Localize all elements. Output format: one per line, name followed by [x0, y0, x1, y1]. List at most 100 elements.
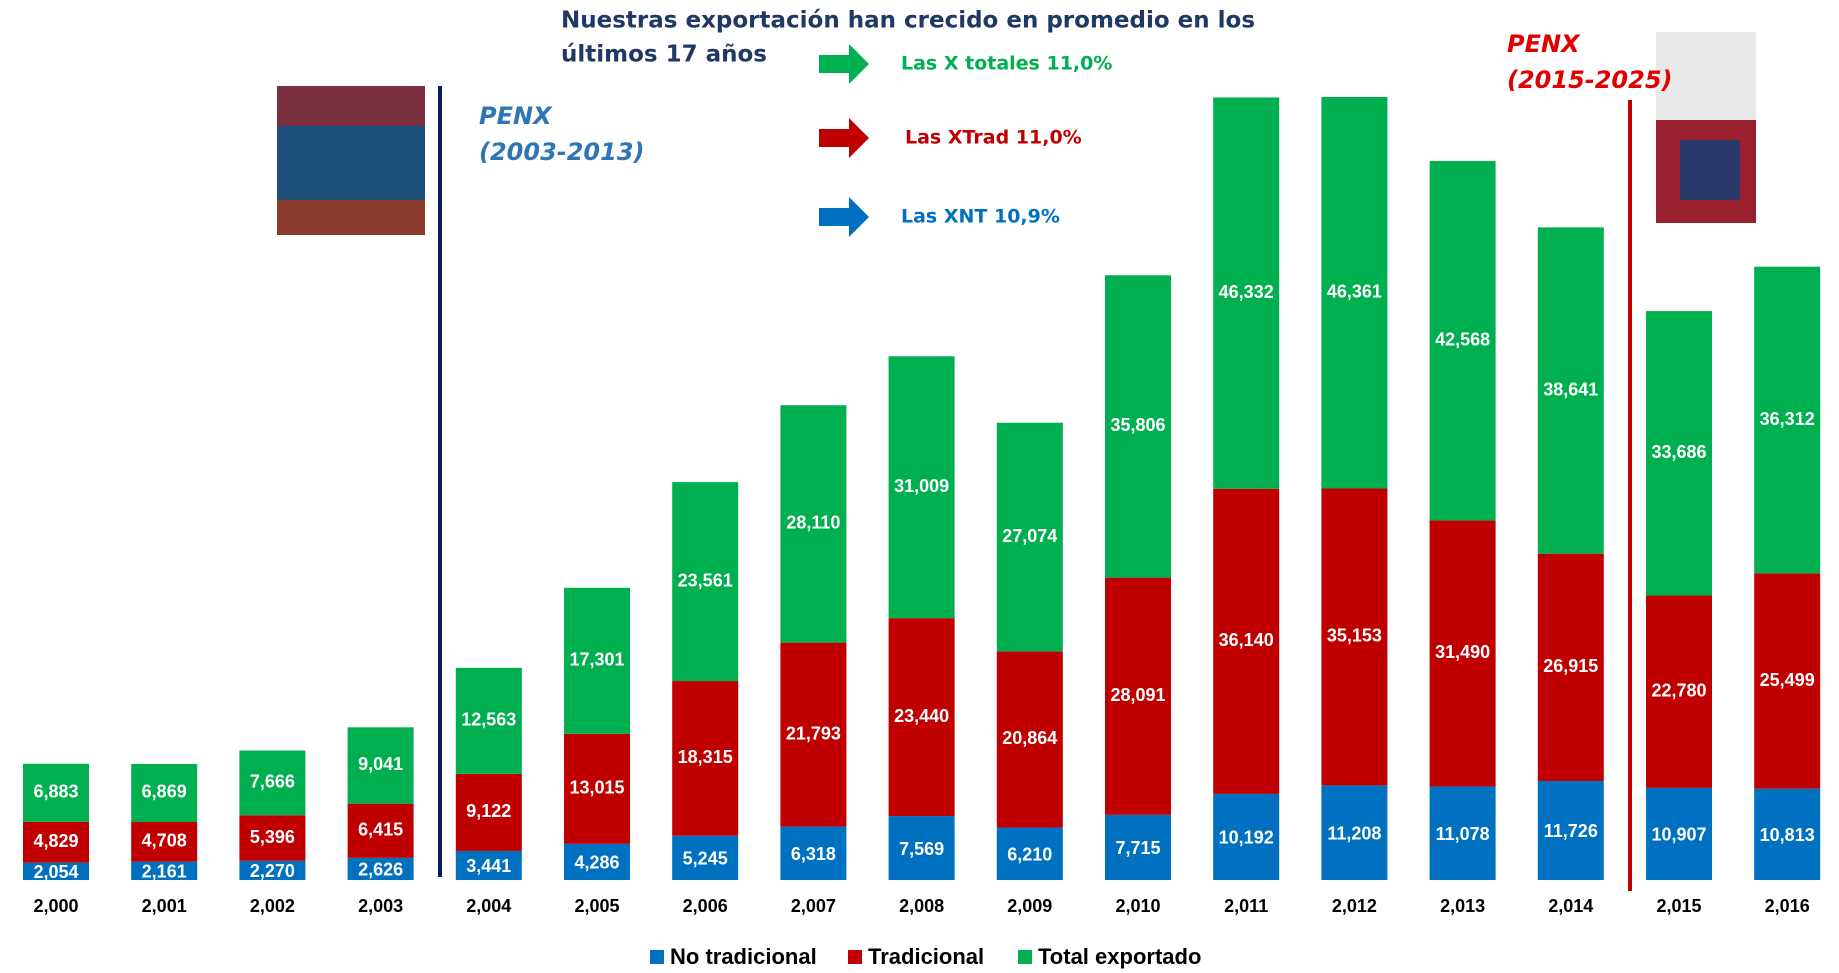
x-tick-label: 2,016: [1765, 896, 1810, 916]
period-label: PENX: [1507, 30, 1581, 58]
bar-segment: [780, 642, 847, 827]
value-label: 4,708: [142, 831, 187, 851]
bar-segment: [1321, 97, 1388, 489]
value-label: 23,440: [894, 706, 949, 726]
value-label: 46,332: [1219, 282, 1274, 302]
value-label: 7,569: [899, 839, 944, 859]
bar-segment: [996, 827, 1063, 880]
bar-segment: [1429, 520, 1496, 787]
value-label: 31,490: [1435, 642, 1490, 662]
value-label: 26,915: [1543, 656, 1598, 676]
bar-segment: [1105, 577, 1171, 815]
value-label: 4,829: [33, 831, 78, 851]
value-label: 38,641: [1543, 379, 1598, 399]
value-label: 6,210: [1007, 845, 1052, 865]
x-tick-label: 2,004: [466, 896, 511, 916]
value-label: 35,153: [1327, 626, 1382, 646]
bar-segment: [1537, 553, 1604, 781]
bar-segment: [347, 857, 414, 880]
x-tick-label: 2,005: [574, 896, 619, 916]
x-tick-label: 2,013: [1440, 896, 1485, 916]
x-tick-label: 2,012: [1332, 896, 1377, 916]
annotation: Las XTrad 11,0%: [905, 127, 1082, 149]
value-label: 28,091: [1110, 685, 1165, 705]
chart-title: últimos 17 años: [561, 42, 767, 68]
value-label: 2,626: [358, 860, 403, 880]
arrow: [819, 44, 869, 84]
bar-segment: [1754, 788, 1821, 880]
cover-image: [277, 86, 425, 235]
bar-segment: [1105, 814, 1171, 880]
bar-segment: [1213, 488, 1280, 794]
bar-segment: [239, 860, 306, 880]
x-tick-label: 2,011: [1224, 896, 1268, 916]
value-label: 31,009: [894, 476, 949, 496]
value-label: 18,315: [678, 747, 733, 767]
value-label: 22,780: [1651, 680, 1706, 700]
bar-segment: [1213, 793, 1280, 880]
bar-segment: [131, 861, 198, 880]
bar-segment: [672, 835, 739, 880]
bar-segment: [131, 821, 198, 862]
value-label: 5,245: [683, 849, 728, 869]
bar-segment: [1537, 227, 1604, 554]
legend-swatch: [650, 950, 664, 964]
bar-segment: [1213, 97, 1280, 489]
bar-segment: [888, 356, 955, 619]
bar-segment: [996, 422, 1063, 652]
bar-segment: [347, 727, 414, 804]
x-tick-label: 2,008: [899, 896, 944, 916]
value-label: 11,078: [1436, 824, 1490, 844]
bar-segment: [1754, 573, 1821, 789]
value-label: 6,883: [33, 782, 78, 802]
bar-segment: [1321, 785, 1388, 880]
bar-segment: [239, 750, 306, 816]
bar-segment: [780, 405, 847, 643]
value-label: 3,441: [466, 856, 511, 876]
legend-swatch: [848, 950, 862, 964]
bar-segment: [347, 803, 414, 858]
x-tick-label: 2,003: [358, 896, 403, 916]
annotation: Las XNT 10,9%: [901, 206, 1060, 228]
bar-segment: [1537, 780, 1604, 880]
bar-segment: [455, 773, 522, 851]
value-label: 6,318: [791, 844, 836, 864]
bar-segment: [23, 763, 89, 822]
bar-segment: [23, 862, 89, 880]
value-label: 7,715: [1115, 838, 1160, 858]
bar-segment: [1646, 787, 1712, 880]
bar-segment: [672, 681, 739, 836]
bar-segment: [672, 482, 739, 682]
x-tick-label: 2,007: [791, 896, 836, 916]
bar-segment: [1646, 311, 1712, 596]
value-label: 10,192: [1219, 828, 1274, 848]
value-label: 2,270: [250, 861, 295, 881]
bar-segment: [996, 651, 1063, 828]
period-label: (2015-2025): [1507, 66, 1673, 94]
x-tick-label: 2,014: [1548, 896, 1593, 916]
bar-segment: [564, 843, 630, 880]
bar-segment: [23, 821, 89, 863]
annotation: Las X totales 11,0%: [901, 53, 1112, 75]
x-tick-label: 2,006: [683, 896, 728, 916]
bar-segment: [1429, 786, 1496, 880]
period-label: PENX: [479, 102, 553, 130]
bar-segment: [888, 816, 955, 880]
chart-title: Nuestras exportación han crecido en prom…: [561, 8, 1255, 34]
bar-segment: [780, 826, 847, 880]
value-label: 25,499: [1760, 670, 1815, 690]
bar-segment: [239, 815, 306, 861]
value-label: 6,869: [142, 782, 187, 802]
x-tick-label: 2,015: [1656, 896, 1701, 916]
bar-segment: [1646, 595, 1712, 788]
value-label: 20,864: [1002, 728, 1057, 748]
value-label: 46,361: [1327, 282, 1382, 302]
value-label: 27,074: [1002, 526, 1057, 546]
cover-image: [1656, 32, 1756, 223]
legend-label: Tradicional: [868, 944, 984, 969]
x-tick-label: 2,000: [33, 896, 78, 916]
period-label: (2003-2013): [479, 138, 645, 166]
value-label: 21,793: [786, 723, 841, 743]
value-label: 42,568: [1435, 330, 1490, 350]
